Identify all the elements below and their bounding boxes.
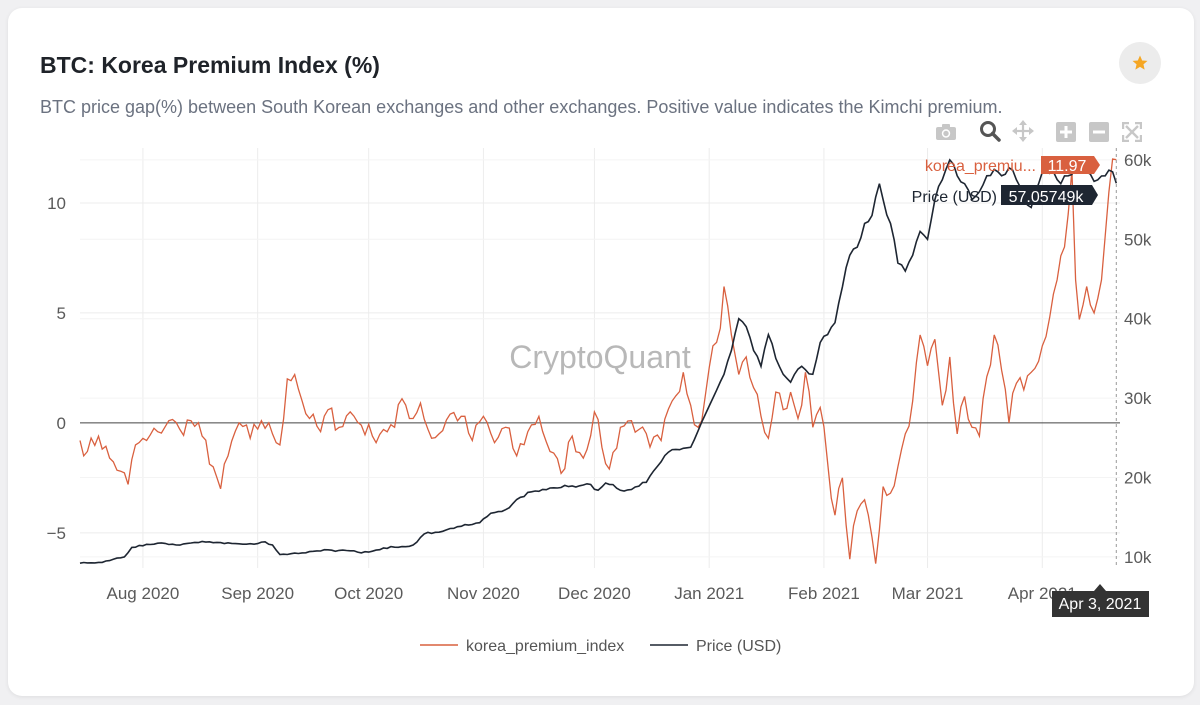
star-icon — [1132, 55, 1148, 70]
y-left-tick-label: 10 — [47, 194, 66, 213]
axis-ticks: Aug 2020 Sep 2020 Oct 2020 Nov 2020 Dec 2020… — [47, 151, 1152, 603]
y-right-tick-label: 40k — [1124, 310, 1152, 329]
x-tick-label: Jan 2021 — [674, 584, 744, 603]
price-tooltip: Price (USD) 57.05749k — [912, 185, 1098, 206]
price-tooltip-value: 57.05749k — [1009, 189, 1085, 206]
y-right-tick-label: 50k — [1124, 230, 1152, 249]
legend-premium-label[interactable]: korea_premium_index — [466, 638, 624, 655]
zoom-icon[interactable] — [979, 120, 1001, 142]
legend-price-label[interactable]: Price (USD) — [696, 638, 781, 655]
price-series-line[interactable] — [79, 158, 1118, 564]
y-left-tick-label: −5 — [47, 524, 66, 543]
x-tick-label: Aug 2020 — [107, 584, 180, 603]
y-right-tick-label: 30k — [1124, 389, 1152, 408]
y-right-tick-label: 60k — [1124, 151, 1152, 170]
favorite-button[interactable] — [1119, 42, 1161, 84]
y-left-tick-label: 0 — [57, 414, 66, 433]
y-left-tick-label: 5 — [57, 304, 66, 323]
x-tick-label: Nov 2020 — [447, 584, 520, 603]
premium-tooltip-value: 11.97 — [1048, 158, 1087, 175]
autoscale-icon[interactable] — [1121, 121, 1143, 143]
x-tick-label: Sep 2020 — [221, 584, 294, 603]
y-right-tick-label: 20k — [1124, 468, 1152, 487]
x-tick-label: Dec 2020 — [558, 584, 631, 603]
zoom-out-icon[interactable] — [1088, 121, 1110, 143]
x-tick-label: Oct 2020 — [334, 584, 403, 603]
premium-series-line[interactable] — [79, 158, 1117, 564]
camera-icon[interactable] — [935, 121, 957, 143]
price-tooltip-label: Price (USD) — [912, 189, 997, 206]
x-tick-label: Mar 2021 — [892, 584, 964, 603]
legend: korea_premium_index Price (USD) — [420, 638, 781, 655]
zoom-in-icon[interactable] — [1055, 121, 1077, 143]
grid-lines — [80, 148, 1120, 568]
premium-tooltip: korea_premiu... 11.97 — [925, 156, 1100, 175]
x-tick-label: Feb 2021 — [788, 584, 860, 603]
premium-tooltip-label: korea_premiu... — [925, 158, 1036, 175]
date-tooltip: Apr 3, 2021 — [1052, 584, 1149, 617]
price-tooltip-box — [1001, 185, 1098, 205]
chart-card: BTC: Korea Premium Index (%) BTC price g… — [8, 8, 1194, 696]
date-tooltip-box — [1052, 584, 1149, 617]
chart-subtitle: BTC price gap(%) between South Korean ex… — [40, 97, 1003, 117]
date-tooltip-label: Apr 3, 2021 — [1059, 596, 1142, 613]
pan-icon[interactable] — [1012, 120, 1034, 142]
y-right-tick-label: 10k — [1124, 548, 1152, 567]
premium-tooltip-box — [1041, 156, 1100, 174]
chart-title: BTC: Korea Premium Index (%) — [40, 52, 380, 78]
watermark-text: CryptoQuant — [509, 339, 691, 375]
